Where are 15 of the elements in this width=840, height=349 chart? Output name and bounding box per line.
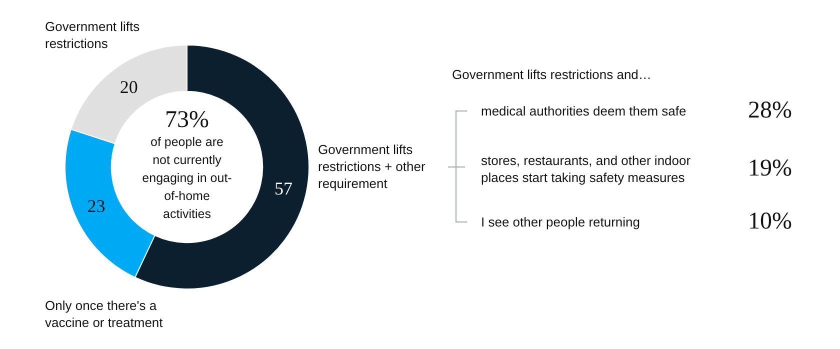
data-label: 28% (748, 98, 792, 124)
data-label: 23 (87, 196, 106, 216)
text: 73% (165, 107, 209, 133)
category-label: medical authorities deem them safe (481, 102, 688, 120)
text: Government lifts restrictions and… (452, 66, 652, 83)
slice-label: Government lifts restrictions (45, 18, 141, 52)
category-label: stores, restaurants, and other indoor places start taking safety measures (481, 152, 692, 186)
slice-label: Only once there's a vaccine or treatment (45, 297, 164, 331)
data-label: 19% (748, 156, 792, 182)
text: of people are not currently engaging in out-of-home activities (142, 134, 232, 223)
data-label: 57 (274, 178, 292, 199)
data-label: 20 (120, 77, 138, 98)
category-label: I see other people returning (481, 214, 641, 230)
data-label: 10% (748, 208, 792, 236)
slice-label: Government lifts restrictions + other requirement (318, 141, 426, 192)
